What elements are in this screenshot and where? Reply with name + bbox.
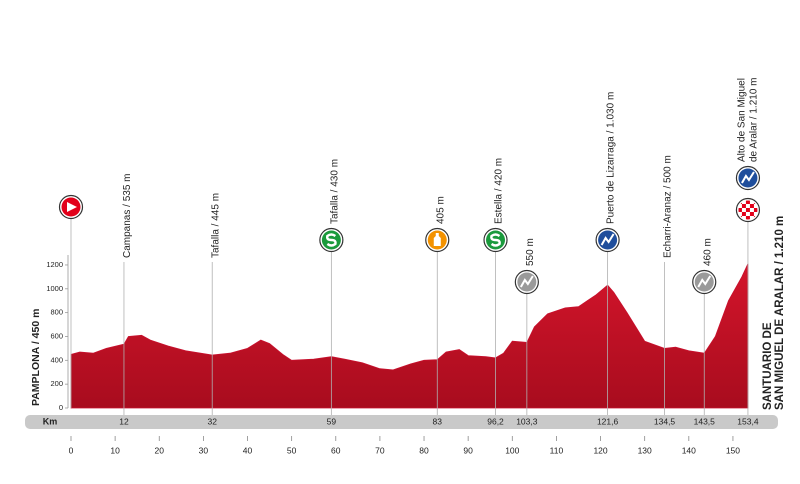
icon-glyph (697, 275, 712, 288)
x-tick-label: 140 (682, 445, 696, 455)
icon-climb-1 (595, 227, 620, 253)
y-tick-label: 600 (50, 331, 63, 340)
x-tick-label: 20 (155, 445, 165, 455)
km-value: 83 (433, 416, 443, 426)
waypoint-label: 550 m (525, 238, 536, 266)
checker-square (745, 216, 750, 220)
y-tick-label: 1200 (46, 260, 63, 269)
finish-label: SAN MIGUEL DE ARALAR / 1.210 m (774, 216, 786, 410)
y-tick-label: 800 (50, 308, 63, 317)
km-value: 96,2 (487, 416, 504, 426)
icon-glyph (741, 171, 755, 184)
waypoint-label: Puerto de Lizarraga / 1.030 m (606, 92, 617, 224)
icon-start (58, 194, 84, 220)
icon-glyph (67, 202, 77, 212)
y-tick-label: 1000 (46, 284, 63, 293)
x-tick-label: 30 (199, 445, 209, 455)
icon-glyph (326, 233, 337, 247)
km-value: 143,5 (694, 416, 716, 426)
icon-sprint (483, 227, 508, 253)
waypoint-label: Campanas / 535 m (122, 174, 133, 259)
x-tick-label: 80 (419, 445, 429, 455)
waypoint-label: Tafalla / 430 m (330, 159, 341, 224)
km-value: 134,5 (654, 416, 676, 426)
km-value: 12 (119, 416, 129, 426)
elevation-area (70, 263, 749, 409)
start-label: PAMPLONA / 450 m (30, 309, 42, 406)
x-tick-label: 120 (593, 445, 607, 455)
x-tick-label: 0 (69, 445, 74, 455)
waypoint-label: Echarri-Aranaz / 500 m (663, 155, 674, 258)
x-tick-label: 100 (505, 445, 519, 455)
checker-square (741, 212, 746, 216)
waypoint-label: Estella / 420 m (494, 158, 505, 224)
checker-square (741, 204, 746, 208)
km-value: 59 (327, 416, 337, 426)
icon-finish (735, 197, 761, 223)
y-tick-label: 400 (50, 355, 63, 364)
checker-square (749, 204, 754, 208)
y-tick-label: 0 (59, 403, 63, 412)
x-tick-label: 130 (638, 445, 652, 455)
x-tick-label: 150 (726, 445, 740, 455)
x-tick-label: 70 (375, 445, 385, 455)
y-tick-label: 200 (50, 379, 63, 388)
km-value: 121,6 (597, 416, 619, 426)
km-bar (25, 415, 778, 429)
icon-climb-1 (735, 165, 761, 191)
km-label: Km (43, 416, 58, 426)
icon-feed (425, 227, 450, 253)
km-value: 103,3 (516, 416, 538, 426)
x-tick-label: 90 (463, 445, 473, 455)
icon-climb-3 (692, 269, 717, 295)
x-tick-label: 110 (550, 445, 564, 455)
checker-square (745, 208, 750, 212)
waypoint-label: Tafalla / 445 m (210, 193, 221, 258)
checker-square (753, 208, 758, 212)
checker-square (738, 208, 742, 212)
x-tick-label: 10 (110, 445, 120, 455)
finish-label: SANTUARIO DE (762, 322, 774, 410)
waypoint-label: de Aralar / 1.210 m (749, 78, 760, 163)
waypoint-label: 460 m (702, 238, 713, 266)
waypoint-label: 405 m (435, 196, 446, 224)
x-tick-label: 60 (331, 445, 341, 455)
km-value: 153,4 (737, 416, 759, 426)
icon-glyph (600, 233, 615, 246)
waypoint-label: Alto de San Miguel (737, 78, 748, 162)
icon-sprint (319, 227, 344, 253)
x-tick-label: 40 (243, 445, 253, 455)
checker-square (749, 212, 754, 216)
icon-glyph (490, 233, 501, 247)
icon-glyph (433, 233, 441, 246)
icon-glyph (519, 275, 534, 288)
x-tick-label: 50 (287, 445, 297, 455)
km-value: 32 (207, 416, 217, 426)
icon-climb-3 (514, 269, 539, 295)
checker-square (745, 200, 750, 204)
